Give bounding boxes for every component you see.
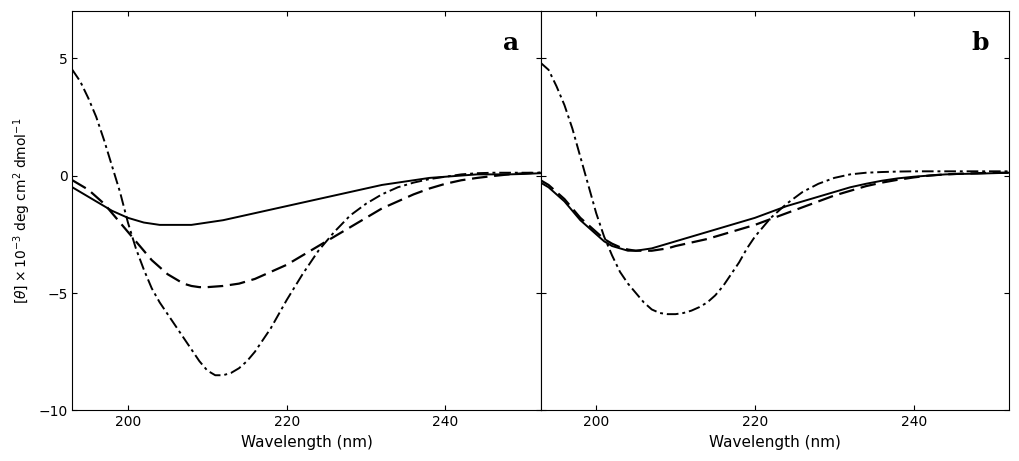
Text: b: b bbox=[970, 31, 988, 55]
Y-axis label: $[\theta] \times 10^{-3}$ deg cm$^2$ dmol$^{-1}$: $[\theta] \times 10^{-3}$ deg cm$^2$ dmo… bbox=[11, 118, 33, 304]
X-axis label: Wavelength (nm): Wavelength (nm) bbox=[240, 435, 372, 450]
X-axis label: Wavelength (nm): Wavelength (nm) bbox=[708, 435, 840, 450]
Text: a: a bbox=[502, 31, 519, 55]
